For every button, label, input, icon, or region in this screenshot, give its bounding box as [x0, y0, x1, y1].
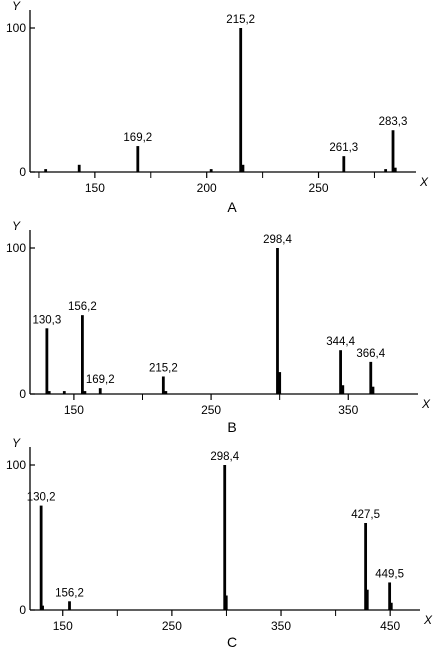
spectrum-bar — [239, 28, 243, 172]
spectrum-bar — [241, 164, 245, 172]
spectrum-bar — [371, 386, 375, 394]
spectrum-bar — [364, 523, 368, 610]
y-axis-label: Y — [12, 0, 21, 13]
x-tick-label: 150 — [85, 181, 105, 195]
peak-label: 156,2 — [55, 587, 84, 599]
x-axis-label: X — [421, 397, 431, 411]
peak-label: 298,4 — [210, 451, 239, 463]
spectrum-bar — [41, 605, 44, 610]
spectrum-bar — [47, 391, 51, 394]
y-tick-label: 0 — [19, 165, 26, 179]
spectrum-bar — [384, 169, 388, 172]
spectrum-bar — [83, 391, 87, 394]
spectrum-bar — [342, 156, 346, 172]
spectrum-bar — [223, 465, 227, 610]
peak-label: 215,2 — [149, 362, 178, 374]
spectrum-bar — [98, 388, 102, 394]
y-tick-label: 100 — [6, 21, 26, 35]
y-tick-label: 100 — [6, 241, 26, 255]
y-axis-label: Y — [12, 219, 21, 233]
spectrum-bar — [278, 372, 282, 394]
x-tick-label: 250 — [162, 619, 182, 633]
spectrum-bar — [68, 601, 71, 610]
spectrum-bar — [209, 169, 213, 172]
y-tick-label: 100 — [6, 458, 26, 472]
spectrum-bar — [369, 361, 373, 394]
x-axis-label: X — [419, 175, 429, 189]
spectrum-panel-b: 0 100 150 250 350 Y X 130,3 156,2 169,2 215,2 298,4… — [6, 219, 431, 435]
spectrum-bar — [81, 315, 84, 394]
spectrum-bar — [393, 167, 397, 172]
spectrum-bar — [45, 328, 49, 394]
peak-label: 298,4 — [263, 234, 292, 246]
x-tick-label: 350 — [338, 403, 358, 417]
peak-label: 366,4 — [356, 348, 385, 360]
spectrum-bar — [391, 130, 395, 172]
x-tick-label: 200 — [197, 181, 217, 195]
y-axis-label: Y — [12, 436, 21, 450]
spectrum-bar — [339, 350, 342, 394]
spectrum-bar — [389, 602, 393, 610]
spectrum-bar — [136, 146, 140, 172]
spectrum-panel-a: 0 100 150 200 250 Y X 169,2 215,2 261,3 283,3 A — [6, 0, 429, 215]
spectrum-bar — [44, 169, 48, 172]
y-tick-label: 0 — [19, 603, 26, 617]
peak-label: 283,3 — [379, 116, 408, 128]
panel-label: C — [227, 634, 237, 650]
x-axis-label: X — [423, 613, 433, 627]
x-tick-label: 250 — [309, 181, 329, 195]
panel-label: B — [227, 419, 236, 435]
x-tick-label: 150 — [53, 619, 73, 633]
spectrum-bar — [388, 582, 392, 610]
spectrum-bar — [39, 505, 43, 610]
spectrum-bar — [164, 391, 168, 394]
peak-label: 169,2 — [123, 132, 152, 144]
spectrum-bar — [365, 589, 369, 610]
peak-label: 215,2 — [226, 14, 255, 26]
peak-label: 169,2 — [86, 374, 115, 386]
peak-label: 344,4 — [326, 336, 355, 348]
spectrum-bar — [62, 391, 66, 394]
peak-label: 449,5 — [375, 568, 404, 580]
peak-label: 130,2 — [27, 492, 56, 504]
spectrum-panel-c: 0 100 150 250 350 450 Y X 130,2 156,2 298,4 427,5 44… — [6, 436, 433, 650]
x-tick-label: 350 — [271, 619, 291, 633]
peak-label: 427,5 — [351, 509, 380, 521]
spectrum-bar — [341, 385, 345, 394]
spectrum-bar — [224, 595, 228, 610]
x-tick-label: 450 — [380, 619, 400, 633]
peak-label: 261,3 — [329, 142, 358, 154]
spectrum-bar — [276, 248, 279, 394]
x-tick-label: 250 — [201, 403, 221, 417]
panel-label: A — [227, 199, 237, 215]
spectrum-bar — [77, 164, 81, 172]
x-tick-label: 150 — [64, 403, 84, 417]
spectrum-bar — [161, 376, 165, 394]
peak-label: 156,2 — [68, 301, 97, 313]
y-tick-label: 0 — [19, 387, 26, 401]
peak-label: 130,3 — [32, 314, 61, 326]
